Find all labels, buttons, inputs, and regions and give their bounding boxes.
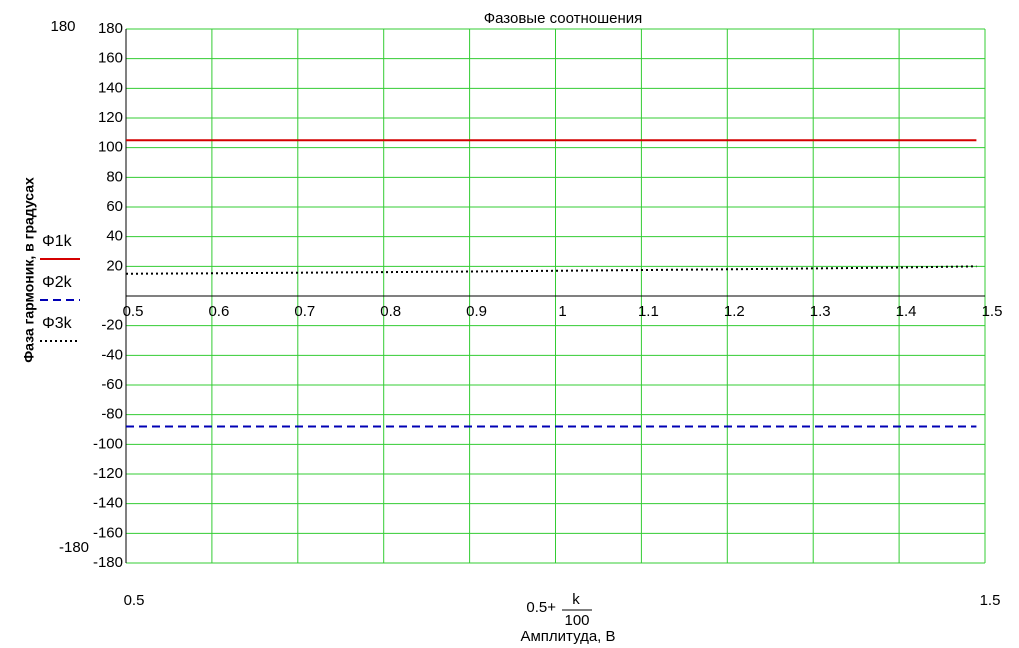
y-tick-label: 80 xyxy=(106,168,123,185)
y-axis-label: Фаза гармоник, в градусах xyxy=(21,177,37,363)
x-limit-label: 1.5 xyxy=(980,592,1001,609)
y-tick-label: -140 xyxy=(93,495,123,512)
x-tick-label: 1 xyxy=(558,303,566,320)
x-limit-label: 0.5 xyxy=(124,592,145,609)
x-tick-label: 0.8 xyxy=(380,303,401,320)
x-tick-label: 0.7 xyxy=(294,303,315,320)
x-tick-label: 1.3 xyxy=(810,303,831,320)
y-tick-label: -120 xyxy=(93,465,123,482)
x-tick-label: 1.5 xyxy=(982,303,1003,320)
y-tick-label: -40 xyxy=(101,346,123,363)
x-expression: k xyxy=(572,591,580,608)
y-tick-label: 140 xyxy=(98,79,123,96)
chart-title: Фазовые соотношения xyxy=(484,10,643,27)
x-tick-label: 1.1 xyxy=(638,303,659,320)
y-tick-label: -160 xyxy=(93,524,123,541)
y-tick-label: 60 xyxy=(106,198,123,215)
legend-label: Φ1k xyxy=(42,233,73,250)
x-expression: 100 xyxy=(564,612,589,629)
x-tick-label: 0.6 xyxy=(208,303,229,320)
x-tick-label: 1.4 xyxy=(896,303,917,320)
y-tick-label: -80 xyxy=(101,406,123,423)
y-tick-label: -60 xyxy=(101,376,123,393)
y-tick-label: -20 xyxy=(101,317,123,334)
y-tick-label: 160 xyxy=(98,50,123,67)
y-tick-label: 100 xyxy=(98,139,123,156)
y-tick-label: -180 xyxy=(93,554,123,571)
y-limit-label: -180 xyxy=(59,539,89,556)
y-tick-label: 120 xyxy=(98,109,123,126)
x-tick-label: 0.5 xyxy=(123,303,144,320)
x-tick-label: 0.9 xyxy=(466,303,487,320)
legend-label: Φ3k xyxy=(42,315,73,332)
y-tick-label: 20 xyxy=(106,257,123,274)
x-expression: 0.5+ xyxy=(526,599,556,616)
y-tick-label: -100 xyxy=(93,435,123,452)
x-axis-label: Амплитуда, В xyxy=(520,628,615,645)
y-tick-label: 40 xyxy=(106,228,123,245)
series-line xyxy=(125,265,977,275)
y-limit-label: 180 xyxy=(50,18,75,35)
x-tick-label: 1.2 xyxy=(724,303,745,320)
y-tick-label: 180 xyxy=(98,20,123,37)
legend-label: Φ2k xyxy=(42,274,73,291)
